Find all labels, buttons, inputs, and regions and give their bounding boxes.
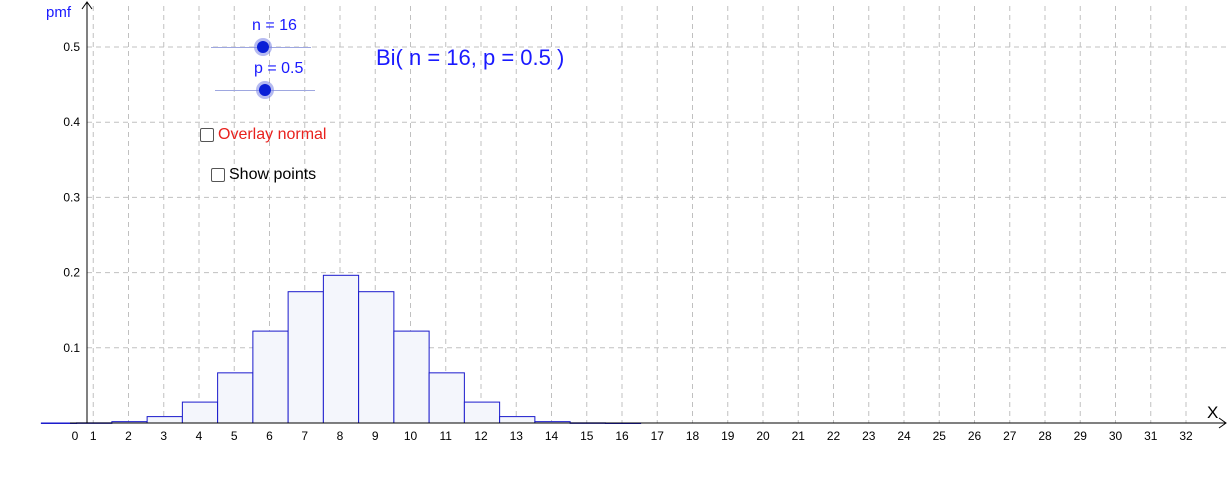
y-tick-label: 0.1: [63, 341, 80, 355]
x-tick-label: 13: [510, 429, 524, 443]
bar-x-10: [393, 330, 430, 424]
x-axis-label: X: [1207, 403, 1218, 422]
axes: X pmf: [46, 1, 1227, 429]
x-tick-label: 16: [615, 429, 629, 443]
x-axis-arrow: [1218, 417, 1227, 429]
overlay-normal-toggle[interactable]: Overlay normal: [200, 126, 326, 144]
distribution-title: Bi( n = 16, p = 0.5 ): [376, 45, 565, 70]
x-tick-label: 3: [160, 429, 167, 443]
x-tick-label: 6: [266, 429, 273, 443]
show-points-checkbox[interactable]: [211, 168, 225, 182]
x-tick-label: 2: [125, 429, 132, 443]
y-axis-arrow: [81, 1, 93, 10]
bar-x-6: [252, 330, 289, 424]
bar-x-12: [463, 401, 501, 424]
bars: [40, 274, 642, 424]
x-tick-label: 29: [1074, 429, 1088, 443]
x-tick-label: 23: [862, 429, 876, 443]
x-tick-label: 8: [337, 429, 344, 443]
x-tick-label: 9: [372, 429, 379, 443]
x-tick-label: 11: [440, 429, 453, 443]
overlay-normal-checkbox[interactable]: [200, 128, 214, 142]
x-tick-label: 22: [827, 429, 841, 443]
p-slider-label: p = 0.5: [254, 60, 304, 77]
y-tick-label: 0.5: [63, 40, 80, 54]
bar-x-13: [499, 416, 536, 424]
y-tick-label: 0.2: [63, 266, 80, 280]
bar-x-4: [181, 401, 219, 424]
bar-x-8: [322, 274, 360, 424]
x-tick-label: 19: [721, 429, 735, 443]
grid-lines: [87, 6, 1226, 423]
show-points-label: Show points: [229, 166, 317, 183]
n-slider-knob[interactable]: [257, 41, 269, 53]
x-tick-label: 12: [474, 429, 488, 443]
x-tick-label: 30: [1109, 429, 1123, 443]
y-axis-label: pmf: [46, 4, 72, 21]
x-tick-label: 17: [651, 429, 665, 443]
x-tick-label: 21: [792, 429, 806, 443]
p-slider-knob[interactable]: [259, 84, 271, 96]
show-points-toggle[interactable]: Show points: [211, 166, 316, 184]
bar-x-5: [217, 372, 254, 424]
x-tick-label: 20: [756, 429, 770, 443]
tick-labels: 0 1 2 3 4 5 6 7 8 9 10 11 12 13 14 15 16 17 18 19 20 21 22 23 24…: [63, 40, 1193, 443]
x-tick-label: 18: [686, 429, 700, 443]
x-tick-label: 5: [231, 429, 238, 443]
x-tick-label: 26: [968, 429, 982, 443]
y-tick-label: 0.4: [63, 115, 80, 129]
x-tick-label: 32: [1179, 429, 1193, 443]
x-tick-label: 10: [404, 429, 418, 443]
x-tick-label: 7: [301, 429, 308, 443]
y-tick-label: 0.3: [63, 190, 80, 204]
overlay-normal-label: Overlay normal: [218, 126, 327, 143]
bar-x-7: [287, 291, 324, 424]
x-tick-label: 14: [545, 429, 559, 443]
x-tick-label: 27: [1003, 429, 1017, 443]
x-tick-label: 28: [1038, 429, 1052, 443]
x-tick-label: 15: [580, 429, 594, 443]
x-tick-label: 31: [1144, 429, 1158, 443]
x-tick-label: 24: [897, 429, 911, 443]
bar-x-11: [428, 372, 465, 424]
bar-x-9: [358, 291, 395, 424]
x-tick-label: 0: [72, 429, 79, 443]
x-tick-label: 25: [933, 429, 947, 443]
bar-x-3: [146, 416, 183, 424]
x-tick-label: 4: [196, 429, 203, 443]
x-tick-label: 1: [90, 429, 97, 443]
n-slider-label: n = 16: [252, 17, 297, 34]
